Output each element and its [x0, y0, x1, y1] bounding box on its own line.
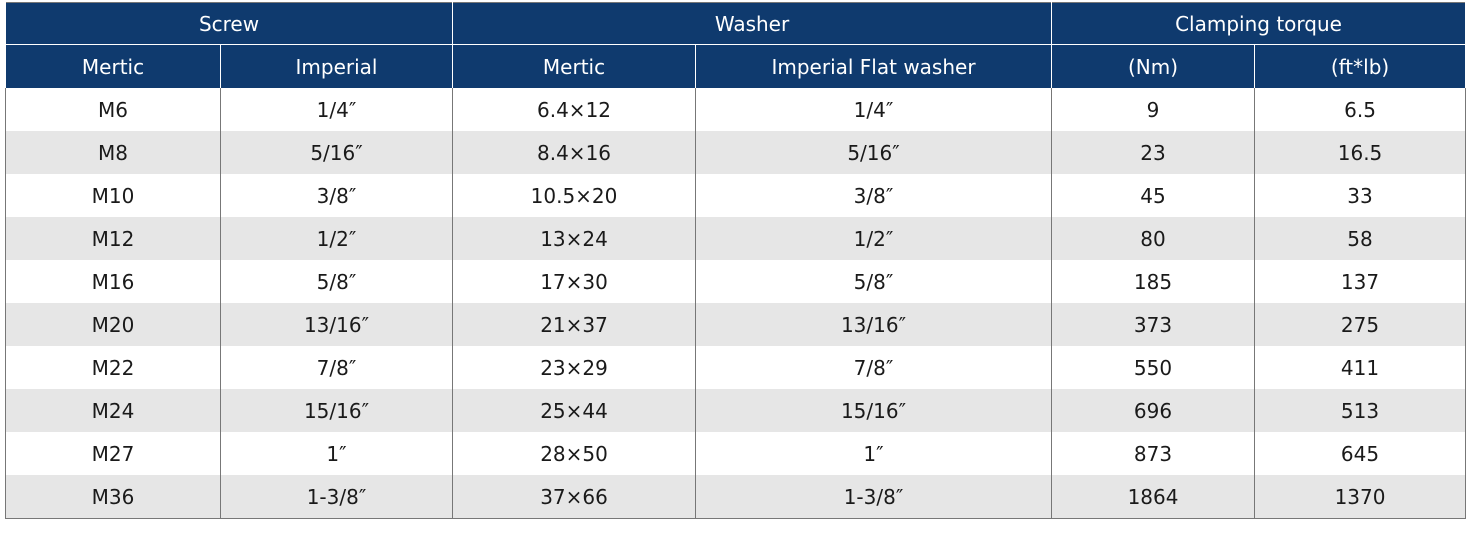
cell: 1/4″	[695, 88, 1053, 131]
cell: 873	[1051, 432, 1256, 475]
cell: 8.4×16	[452, 131, 697, 174]
header-row: Mertic Imperial Mertic Imperial Flat washer…	[5, 44, 1467, 88]
group-header: Washer	[452, 2, 1053, 45]
cell: 23	[1051, 131, 1256, 174]
cell: 5/16″	[219, 131, 454, 174]
torque-table: Screw Washer Clamping torque Mertic Imperial…	[4, 2, 1467, 519]
cell: 275	[1254, 303, 1467, 346]
data-row: M8 5/16″ 8.4×16 5/16″ 23 16.5	[5, 131, 1467, 174]
data-row: M20 13/16″ 21×37 13/16″ 373 275	[5, 303, 1467, 346]
cell: 10.5×20	[452, 174, 697, 217]
cell: 1″	[219, 432, 454, 475]
data-row: M12 1/2″ 13×24 1/2″ 80 58	[5, 217, 1467, 260]
cell: M10	[5, 174, 221, 217]
cell: 13/16″	[219, 303, 454, 346]
cell: 1″	[695, 432, 1053, 475]
cell: 17×30	[452, 260, 697, 303]
cell: 1/2″	[219, 217, 454, 260]
cell: 1-3/8″	[219, 475, 454, 519]
data-row: M27 1″ 28×50 1″ 873 645	[5, 432, 1467, 475]
cell: M8	[5, 131, 221, 174]
cell: 550	[1051, 346, 1256, 389]
cell: M6	[5, 88, 221, 131]
cell: 1864	[1051, 475, 1256, 519]
data-row: M36 1-3/8″ 37×66 1-3/8″ 1864 1370	[5, 475, 1467, 519]
data-row: M16 5/8″ 17×30 5/8″ 185 137	[5, 260, 1467, 303]
cell: 3/8″	[695, 174, 1053, 217]
cell: 696	[1051, 389, 1256, 432]
cell: 16.5	[1254, 131, 1467, 174]
cell: 7/8″	[219, 346, 454, 389]
table-body: Screw Washer Clamping torque Mertic Imperial…	[4, 2, 1467, 519]
column-header: (Nm)	[1051, 44, 1256, 88]
cell: 45	[1051, 174, 1256, 217]
data-row: M10 3/8″ 10.5×20 3/8″ 45 33	[5, 174, 1467, 217]
group-header: Clamping torque	[1051, 2, 1467, 45]
cell: 9	[1051, 88, 1256, 131]
cell: 137	[1254, 260, 1467, 303]
cell: 5/16″	[695, 131, 1053, 174]
cell: 37×66	[452, 475, 697, 519]
cell: 6.4×12	[452, 88, 697, 131]
column-header: Mertic	[5, 44, 221, 88]
cell: 411	[1254, 346, 1467, 389]
cell: M16	[5, 260, 221, 303]
cell: 80	[1051, 217, 1256, 260]
cell: M12	[5, 217, 221, 260]
cell: 1-3/8″	[695, 475, 1053, 519]
data-row: M24 15/16″ 25×44 15/16″ 696 513	[5, 389, 1467, 432]
cell: 185	[1051, 260, 1256, 303]
cell: 13/16″	[695, 303, 1053, 346]
cell: 33	[1254, 174, 1467, 217]
cell: 3/8″	[219, 174, 454, 217]
cell: M20	[5, 303, 221, 346]
cell: 6.5	[1254, 88, 1467, 131]
cell: 58	[1254, 217, 1467, 260]
column-header: (ft*lb)	[1254, 44, 1467, 88]
column-header: Imperial Flat washer	[695, 44, 1053, 88]
data-row: M6 1/4″ 6.4×12 1/4″ 9 6.5	[5, 88, 1467, 131]
cell: 1/2″	[695, 217, 1053, 260]
cell: 373	[1051, 303, 1256, 346]
column-header: Mertic	[452, 44, 697, 88]
cell: 513	[1254, 389, 1467, 432]
cell: 25×44	[452, 389, 697, 432]
cell: 28×50	[452, 432, 697, 475]
cell: 645	[1254, 432, 1467, 475]
cell: M27	[5, 432, 221, 475]
cell: 7/8″	[695, 346, 1053, 389]
cell: 13×24	[452, 217, 697, 260]
cell: 23×29	[452, 346, 697, 389]
cell: 5/8″	[219, 260, 454, 303]
cell: M36	[5, 475, 221, 519]
cell: 1370	[1254, 475, 1467, 519]
cell: 1/4″	[219, 88, 454, 131]
column-header: Imperial	[219, 44, 454, 88]
data-row: M22 7/8″ 23×29 7/8″ 550 411	[5, 346, 1467, 389]
cell: M22	[5, 346, 221, 389]
cell: 21×37	[452, 303, 697, 346]
group-header-row: Screw Washer Clamping torque	[4, 2, 1467, 45]
cell: 15/16″	[695, 389, 1053, 432]
cell: 5/8″	[695, 260, 1053, 303]
cell: M24	[5, 389, 221, 432]
group-header: Screw	[4, 2, 454, 45]
cell: 15/16″	[219, 389, 454, 432]
